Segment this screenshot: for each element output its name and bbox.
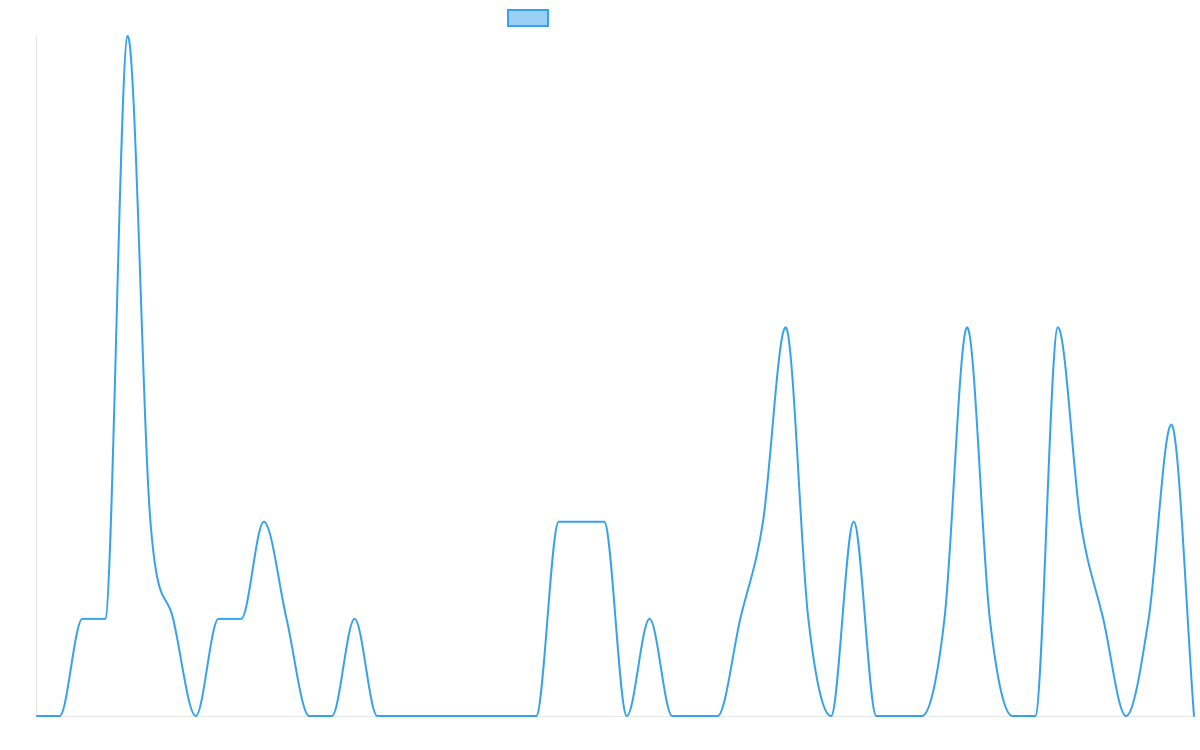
data-point [465, 713, 471, 719]
data-point [442, 713, 448, 719]
series-group [36, 35, 1195, 717]
data-point [57, 713, 63, 719]
data-point [601, 519, 607, 525]
data-point [715, 713, 721, 719]
data-point [578, 519, 584, 525]
data-point [828, 713, 834, 719]
data-point [1055, 324, 1061, 330]
data-point [987, 616, 993, 622]
data-point [941, 616, 947, 622]
series-line [36, 35, 1195, 717]
data-point [624, 713, 630, 719]
data-point [737, 616, 743, 622]
data-point [1146, 616, 1152, 622]
data-point [647, 616, 653, 622]
data-point [896, 713, 902, 719]
legend[interactable] [507, 9, 549, 27]
data-point [1078, 519, 1084, 525]
data-point [170, 616, 176, 622]
data-point [1100, 616, 1106, 622]
data-point [329, 713, 335, 719]
data-point [125, 33, 131, 39]
data-point [556, 519, 562, 525]
data-point [215, 616, 221, 622]
data-point [533, 713, 539, 719]
data-point [851, 519, 857, 525]
data-point [102, 616, 108, 622]
data-point [1032, 713, 1038, 719]
data-point [760, 519, 766, 525]
data-point [1168, 422, 1174, 428]
data-point [805, 616, 811, 622]
data-point [79, 616, 85, 622]
data-point [1123, 713, 1129, 719]
data-point [510, 713, 516, 719]
data-point [1191, 713, 1197, 719]
data-point [964, 324, 970, 330]
data-point [397, 713, 403, 719]
legend-swatch[interactable] [507, 9, 549, 27]
data-point [306, 713, 312, 719]
data-point [919, 713, 925, 719]
data-point [352, 616, 358, 622]
data-point [374, 713, 380, 719]
data-point [420, 713, 426, 719]
data-point [284, 616, 290, 622]
data-point [669, 713, 675, 719]
data-point [873, 713, 879, 719]
data-point [261, 519, 267, 525]
data-point [193, 713, 199, 719]
data-point [238, 616, 244, 622]
data-point [1010, 713, 1016, 719]
data-point [783, 324, 789, 330]
data-point [34, 713, 40, 719]
data-point [147, 519, 153, 525]
data-point [692, 713, 698, 719]
data-point [488, 713, 494, 719]
